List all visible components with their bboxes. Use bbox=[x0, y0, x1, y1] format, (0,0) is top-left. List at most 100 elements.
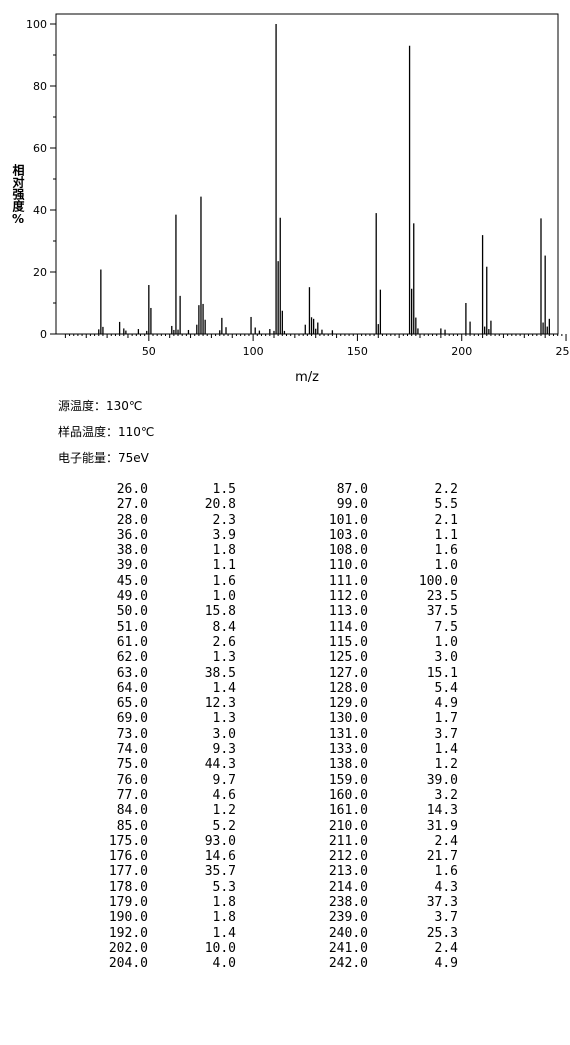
mz-cell: 65.0 bbox=[116, 696, 148, 712]
intensity-cell: 4.9 bbox=[434, 956, 458, 972]
table-row: 62.0 1.3 125.0 3.0 bbox=[82, 650, 458, 665]
mz-cell: 114.0 bbox=[328, 619, 368, 635]
mz-cell: 159.0 bbox=[328, 772, 368, 788]
table-row: 45.0 1.6 111.0 100.0 bbox=[82, 574, 458, 589]
table-row: 26.0 1.5 87.0 2.2 bbox=[82, 482, 458, 497]
intensity-cell: 21.7 bbox=[426, 849, 458, 865]
condition-value: 130℃ bbox=[106, 399, 143, 413]
intensity-cell: 12.3 bbox=[204, 696, 236, 712]
mz-cell: 212.0 bbox=[328, 849, 368, 865]
mz-cell: 62.0 bbox=[116, 650, 148, 666]
mz-cell: 111.0 bbox=[328, 573, 368, 589]
intensity-cell: 23.5 bbox=[426, 589, 458, 605]
mz-cell: 76.0 bbox=[116, 772, 148, 788]
intensity-cell: 1.6 bbox=[434, 864, 458, 880]
intensity-cell: 3.7 bbox=[434, 910, 458, 926]
intensity-cell: 1.4 bbox=[212, 680, 236, 696]
y-tick-label: 60 bbox=[33, 142, 47, 155]
intensity-cell: 2.2 bbox=[434, 482, 458, 497]
mz-cell: 130.0 bbox=[328, 711, 368, 727]
table-row: 192.0 1.4 240.0 25.3 bbox=[82, 926, 458, 941]
mz-cell: 28.0 bbox=[116, 512, 148, 528]
table-row: 61.0 2.6 115.0 1.0 bbox=[82, 635, 458, 650]
mz-cell: 202.0 bbox=[108, 940, 148, 956]
intensity-cell: 1.2 bbox=[212, 803, 236, 819]
intensity-cell: 1.6 bbox=[434, 543, 458, 559]
intensity-cell: 5.4 bbox=[434, 680, 458, 696]
mz-cell: 131.0 bbox=[328, 726, 368, 742]
mz-cell: 73.0 bbox=[116, 726, 148, 742]
intensity-cell: 3.7 bbox=[434, 726, 458, 742]
peak-table: 26.0 1.5 87.0 2.2 27.0 20.8 99.0 5.5 28.0 2.3 101.… bbox=[82, 482, 458, 972]
intensity-cell: 1.8 bbox=[212, 910, 236, 926]
peak-bars bbox=[98, 24, 550, 334]
mz-cell: 175.0 bbox=[108, 833, 148, 849]
intensity-cell: 5.2 bbox=[212, 818, 236, 834]
intensity-cell: 93.0 bbox=[204, 833, 236, 849]
intensity-cell: 8.4 bbox=[212, 619, 236, 635]
intensity-cell: 4.6 bbox=[212, 787, 236, 803]
intensity-cell: 25.3 bbox=[426, 925, 458, 941]
mz-cell: 87.0 bbox=[336, 482, 368, 497]
mz-cell: 238.0 bbox=[328, 895, 368, 911]
mz-cell: 242.0 bbox=[328, 956, 368, 972]
intensity-cell: 2.4 bbox=[434, 940, 458, 956]
intensity-cell: 1.4 bbox=[212, 925, 236, 941]
x-tick-label: 50 bbox=[142, 345, 156, 358]
table-row: 50.0 15.8 113.0 37.5 bbox=[82, 604, 458, 619]
mz-cell: 85.0 bbox=[116, 818, 148, 834]
mz-cell: 99.0 bbox=[336, 497, 368, 513]
table-row: 176.0 14.6 212.0 21.7 bbox=[82, 849, 458, 864]
mz-cell: 110.0 bbox=[328, 558, 368, 574]
intensity-cell: 100.0 bbox=[418, 573, 458, 589]
table-row: 28.0 2.3 101.0 2.1 bbox=[82, 513, 458, 528]
intensity-cell: 44.3 bbox=[204, 757, 236, 773]
intensity-cell: 31.9 bbox=[426, 818, 458, 834]
table-row: 64.0 1.4 128.0 5.4 bbox=[82, 681, 458, 696]
table-row: 204.0 4.0 242.0 4.9 bbox=[82, 956, 458, 971]
table-row: 63.0 38.5 127.0 15.1 bbox=[82, 666, 458, 681]
intensity-cell: 1.3 bbox=[212, 650, 236, 666]
y-tick-label: 0 bbox=[40, 328, 47, 341]
intensity-cell: 2.4 bbox=[434, 833, 458, 849]
table-row: 175.0 93.0 211.0 2.4 bbox=[82, 834, 458, 849]
mz-cell: 45.0 bbox=[116, 573, 148, 589]
mz-cell: 213.0 bbox=[328, 864, 368, 880]
intensity-cell: 37.3 bbox=[426, 895, 458, 911]
mz-cell: 84.0 bbox=[116, 803, 148, 819]
intensity-cell: 37.5 bbox=[426, 604, 458, 620]
mz-cell: 129.0 bbox=[328, 696, 368, 712]
table-row: 84.0 1.2 161.0 14.3 bbox=[82, 803, 458, 818]
x-tick-label: 100 bbox=[243, 345, 264, 358]
intensity-cell: 14.3 bbox=[426, 803, 458, 819]
table-row: 49.0 1.0 112.0 23.5 bbox=[82, 589, 458, 604]
mz-cell: 192.0 bbox=[108, 925, 148, 941]
mz-cell: 138.0 bbox=[328, 757, 368, 773]
mz-cell: 239.0 bbox=[328, 910, 368, 926]
intensity-cell: 2.3 bbox=[212, 512, 236, 528]
mz-cell: 101.0 bbox=[328, 512, 368, 528]
table-row: 69.0 1.3 130.0 1.7 bbox=[82, 711, 458, 726]
intensity-cell: 3.0 bbox=[434, 650, 458, 666]
mz-cell: 190.0 bbox=[108, 910, 148, 926]
mz-cell: 128.0 bbox=[328, 680, 368, 696]
mz-cell: 27.0 bbox=[116, 497, 148, 513]
table-row: 178.0 5.3 214.0 4.3 bbox=[82, 880, 458, 895]
intensity-cell: 3.9 bbox=[212, 527, 236, 543]
table-row: 27.0 20.8 99.0 5.5 bbox=[82, 497, 458, 512]
mz-cell: 75.0 bbox=[116, 757, 148, 773]
y-tick-label: 100 bbox=[26, 18, 47, 31]
mz-cell: 125.0 bbox=[328, 650, 368, 666]
table-row: 190.0 1.8 239.0 3.7 bbox=[82, 910, 458, 925]
table-row: 85.0 5.2 210.0 31.9 bbox=[82, 819, 458, 834]
intensity-cell: 15.8 bbox=[204, 604, 236, 620]
intensity-cell: 1.0 bbox=[434, 634, 458, 650]
intensity-cell: 1.8 bbox=[212, 895, 236, 911]
mz-cell: 50.0 bbox=[116, 604, 148, 620]
table-row: 36.0 3.9 103.0 1.1 bbox=[82, 528, 458, 543]
x-tick-label: 250 bbox=[556, 345, 570, 358]
intensity-cell: 1.3 bbox=[212, 711, 236, 727]
mz-cell: 64.0 bbox=[116, 680, 148, 696]
table-row: 39.0 1.1 110.0 1.0 bbox=[82, 558, 458, 573]
mass-spectrum-chart: 0 20 40 60 80 100 50 100 150 200 250 m/z 相对强度% bbox=[11, 13, 570, 385]
